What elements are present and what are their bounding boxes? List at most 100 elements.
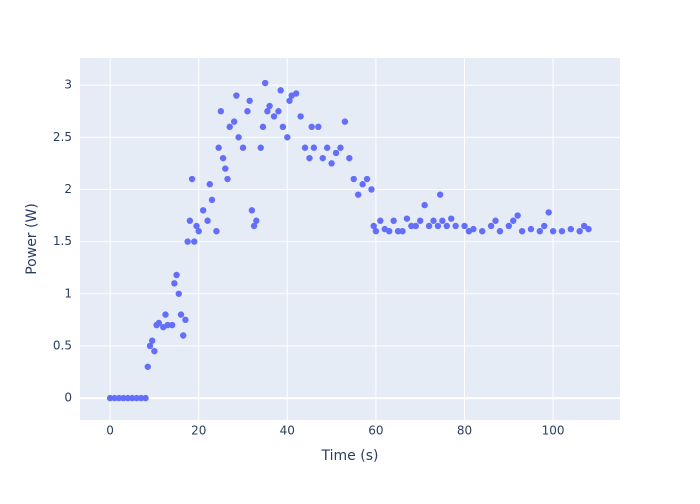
data-point xyxy=(350,175,357,183)
data-point xyxy=(558,227,566,235)
data-point xyxy=(518,227,526,235)
data-point xyxy=(191,238,198,245)
data-point xyxy=(259,123,267,131)
y-axis-title: Power (W) xyxy=(24,203,40,275)
data-point xyxy=(461,222,468,230)
data-point xyxy=(250,222,258,230)
data-point xyxy=(111,394,118,402)
data-point xyxy=(175,290,182,297)
x-tick-label: 20 xyxy=(191,424,206,438)
data-point xyxy=(217,108,225,115)
data-point xyxy=(306,154,313,162)
y-tick-label: 1 xyxy=(64,286,72,300)
data-point xyxy=(230,118,238,125)
data-point xyxy=(310,144,318,151)
data-point xyxy=(510,217,517,224)
data-point xyxy=(301,144,309,151)
data-point xyxy=(439,217,446,224)
data-point xyxy=(372,227,380,235)
data-point xyxy=(115,394,123,402)
plot-area xyxy=(80,58,620,420)
data-point xyxy=(188,175,196,183)
data-point xyxy=(266,102,273,110)
data-point xyxy=(133,394,140,402)
y-tick-label: 1.5 xyxy=(53,234,72,248)
data-point xyxy=(536,227,544,235)
data-point xyxy=(193,222,200,230)
data-point xyxy=(452,222,459,230)
data-point xyxy=(346,154,353,162)
data-point xyxy=(576,227,583,235)
data-point xyxy=(284,134,291,141)
data-point xyxy=(492,217,499,224)
data-point xyxy=(129,394,136,402)
x-tick-label: 0 xyxy=(106,424,114,438)
data-point xyxy=(390,217,397,224)
data-point xyxy=(222,165,229,172)
data-point xyxy=(421,201,428,209)
data-point xyxy=(359,181,366,188)
data-point xyxy=(199,207,207,214)
data-point xyxy=(180,332,187,339)
y-tick-label: 2 xyxy=(64,182,72,196)
data-point xyxy=(505,222,513,230)
data-point xyxy=(149,337,156,344)
data-point xyxy=(354,191,362,198)
data-point xyxy=(368,186,375,193)
data-point xyxy=(257,144,264,151)
data-point xyxy=(541,222,548,230)
data-point xyxy=(168,321,176,329)
data-point xyxy=(177,311,185,318)
data-point xyxy=(264,108,271,115)
data-point xyxy=(323,144,331,151)
data-point xyxy=(430,217,437,224)
data-point xyxy=(213,227,220,235)
data-point xyxy=(417,217,424,224)
data-point xyxy=(186,217,194,224)
data-point xyxy=(124,394,132,402)
data-point xyxy=(319,154,326,162)
data-point xyxy=(162,311,169,318)
x-tick-label: 40 xyxy=(280,424,295,438)
y-tick-label: 3 xyxy=(64,78,72,92)
data-point xyxy=(182,316,189,324)
y-tick-label: 0.5 xyxy=(53,338,72,352)
data-point xyxy=(394,227,402,235)
data-point xyxy=(226,123,233,131)
data-point xyxy=(173,271,180,279)
y-tick-label: 2.5 xyxy=(53,130,72,144)
data-point xyxy=(184,238,191,245)
data-point xyxy=(545,209,552,216)
data-point xyxy=(425,222,433,230)
data-point xyxy=(279,123,287,131)
y-tick-label: 0 xyxy=(64,391,72,405)
data-point xyxy=(377,217,384,224)
data-point xyxy=(580,222,588,230)
data-point xyxy=(233,92,240,99)
data-point xyxy=(408,222,415,230)
x-tick-label: 60 xyxy=(368,424,383,438)
data-point xyxy=(171,280,178,287)
data-point xyxy=(248,207,256,214)
x-axis-title: Time (s) xyxy=(321,448,379,464)
data-point xyxy=(246,97,253,104)
data-point xyxy=(253,217,260,224)
data-point xyxy=(151,347,158,355)
data-point xyxy=(399,227,406,235)
data-point xyxy=(146,342,154,350)
data-point xyxy=(235,134,242,141)
data-point xyxy=(363,175,371,183)
data-point xyxy=(292,90,300,97)
x-tick-label: 80 xyxy=(457,424,472,438)
data-point xyxy=(204,217,211,224)
data-point xyxy=(215,144,222,151)
data-point xyxy=(308,123,315,131)
data-point xyxy=(567,225,575,233)
data-point xyxy=(479,227,486,235)
x-tick-label: 100 xyxy=(542,424,565,438)
data-point xyxy=(195,227,202,235)
data-point xyxy=(527,225,535,233)
data-point xyxy=(224,175,231,183)
data-point xyxy=(275,108,282,115)
data-point xyxy=(144,363,151,370)
